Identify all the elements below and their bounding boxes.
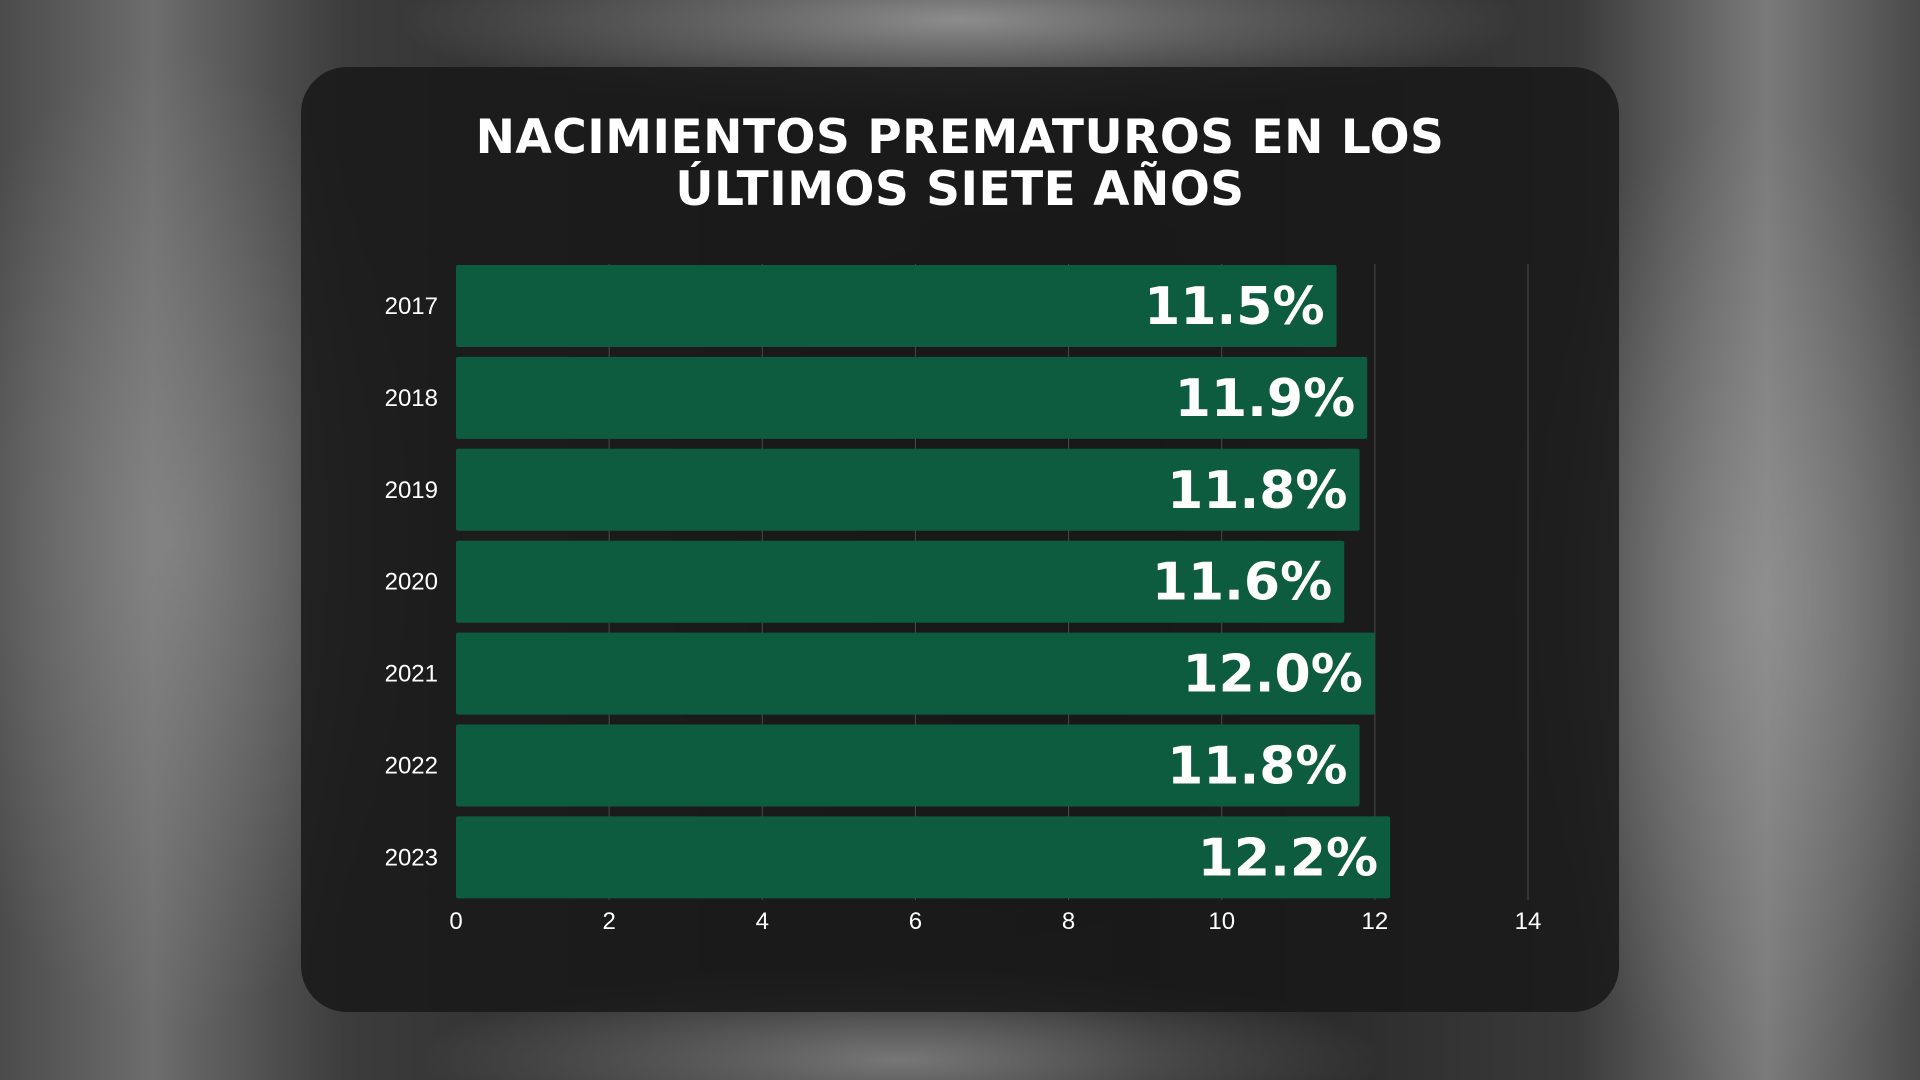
category-label-2017: 2017 [385,293,438,320]
bars: 11.5% 11.9% 11.8% 11.6% 12.0% 11.8% 12.2% [456,265,1391,899]
category-label-2018: 2018 [385,385,438,412]
bar-value-label-2023: 12.2% [1198,828,1378,888]
x-axis-ticks: 0 2 4 6 8 10 12 14 [449,908,1541,935]
x-tick-label-14: 14 [1515,908,1542,935]
bar-value-label-2018: 11.9% [1175,369,1355,429]
category-label-2021: 2021 [385,661,438,688]
x-tick-label-10: 10 [1208,908,1235,935]
x-tick-label-6: 6 [909,908,922,935]
x-tick-label-4: 4 [756,908,769,935]
bar-2022 [456,724,1360,807]
chart-title-line-1: NACIMIENTOS PREMATUROS EN LOS [475,110,1445,165]
bar-2020 [456,540,1345,623]
category-label-2020: 2020 [385,569,438,596]
category-labels: 2017 2018 2019 2020 2021 2022 2023 [385,293,438,871]
bar-value-label-2017: 11.5% [1144,277,1324,337]
bar-2021 [456,632,1375,715]
bar-value-label-2021: 12.0% [1182,645,1362,705]
category-label-2019: 2019 [385,477,438,504]
bar-2018 [456,356,1368,439]
category-label-2022: 2022 [385,753,438,780]
bar-value-label-2022: 11.8% [1167,737,1347,797]
x-tick-label-8: 8 [1062,908,1075,935]
chart-title-line-2: ÚLTIMOS SIETE AÑOS [675,162,1245,217]
bar-2019 [456,448,1360,531]
bar-2023 [456,816,1391,899]
bar-2017 [456,265,1337,347]
x-tick-label-2: 2 [602,908,615,935]
x-tick-label-0: 0 [449,908,462,935]
bar-value-label-2020: 11.6% [1152,553,1332,613]
x-tick-label-12: 12 [1362,908,1389,935]
chart-title: NACIMIENTOS PREMATUROS EN LOS ÚLTIMOS SI… [301,112,1619,216]
bar-value-label-2019: 11.8% [1167,461,1347,521]
category-label-2023: 2023 [385,844,438,871]
